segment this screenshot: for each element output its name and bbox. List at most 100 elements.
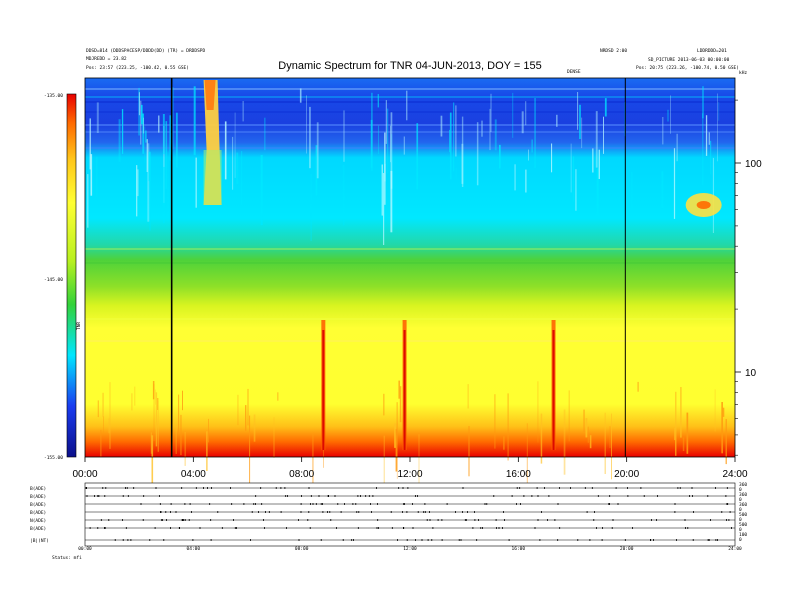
ephemeris-data-dot: [708, 539, 710, 541]
texture-streak: [512, 92, 514, 138]
ephemeris-data-dot: [104, 527, 106, 529]
x-tick-label: 20:00: [614, 469, 639, 480]
header-right-line-1: NRDSD 2:00: [600, 48, 627, 54]
ephemeris-data-dot: [707, 495, 709, 497]
ephemeris-data-dot: [554, 519, 556, 521]
ephemeris-data-dot: [465, 519, 467, 521]
ephemeris-data-dot: [496, 527, 497, 529]
header-right-line-2: LDDRDDD=201: [697, 48, 727, 54]
ephemeris-data-dot: [715, 539, 717, 541]
ephemeris-data-dot: [210, 519, 212, 521]
ephemeris-data-dot: [570, 487, 571, 489]
texture-band: [85, 101, 735, 103]
texture-band: [85, 88, 735, 90]
ephemeris-data-dot: [154, 527, 156, 529]
ephemeris-data-dot: [351, 539, 353, 541]
ephemeris-data-dot: [358, 511, 360, 513]
ephemeris-data-dot: [539, 539, 541, 541]
header-left-line-3: Pos: 23:57 (223.25, -100.42, 0.55 GSE): [86, 65, 189, 71]
texture-streak: [157, 398, 159, 410]
ephemeris-data-dot: [424, 503, 426, 505]
ephemeris-data-dot: [421, 539, 423, 541]
ephemeris-data-dot: [155, 487, 157, 489]
texture-streak: [572, 156, 575, 202]
ephemeris-data-dot: [372, 495, 374, 497]
ephemeris-data-dot: [455, 511, 456, 513]
texture-streak: [163, 126, 165, 203]
ephemeris-data-dot: [328, 495, 329, 497]
x-tick-label: 12:00: [397, 469, 422, 480]
burst-tail: [203, 150, 222, 205]
texture-streak: [556, 114, 558, 127]
ephemeris-data-dot: [327, 495, 329, 497]
spike-inner: [322, 330, 325, 450]
ephemeris-data-dot: [308, 511, 310, 513]
texture-streak: [151, 435, 154, 496]
ephemeris-data-dot: [544, 487, 545, 489]
texture-streak: [149, 156, 151, 231]
ephemeris-data-dot: [188, 519, 190, 521]
ephemeris-data-dot: [181, 519, 183, 521]
texture-streak: [710, 140, 712, 175]
ephemeris-data-dot: [674, 511, 676, 513]
ephemeris-data-dot: [108, 519, 110, 521]
texture-streak: [102, 392, 104, 418]
texture-streak: [264, 117, 266, 151]
texture-streak: [449, 112, 452, 180]
texture-streak: [193, 86, 196, 156]
ephemeris-data-dot: [127, 495, 129, 497]
header-left-line-1: DDSD=814 (DDDSPACESP/DDDD(DD) (TR) = DRD…: [86, 48, 205, 54]
texture-streak: [531, 139, 533, 153]
ephemeris-data-dot: [149, 539, 151, 541]
texture-streak: [670, 95, 671, 134]
ephemeris-data-dot: [175, 511, 177, 513]
texture-streak: [714, 389, 716, 432]
ephemeris-data-dot: [298, 519, 299, 521]
texture-streak: [589, 435, 592, 449]
ephemeris-data-dot: [233, 519, 234, 521]
texture-band: [85, 131, 735, 133]
ephemeris-data-dot: [612, 519, 614, 521]
ephemeris-data-dot: [143, 495, 145, 497]
ephemeris-data-dot: [520, 503, 521, 505]
ephemeris-data-dot: [676, 539, 677, 541]
texture-streak: [721, 402, 723, 454]
texture-streak: [299, 88, 302, 103]
texture-streak: [385, 100, 387, 144]
texture-streak: [390, 125, 391, 163]
ephemeris-data-dot: [415, 495, 416, 497]
ephemeris-data-dot: [165, 511, 167, 513]
spike-inner: [403, 330, 406, 450]
texture-streak: [167, 151, 169, 222]
ephemeris-data-dot: [210, 539, 212, 541]
ephemeris-data-dot: [221, 527, 223, 529]
ephemeris-data-dot: [482, 527, 483, 529]
ephemeris-data-dot: [589, 539, 591, 541]
texture-streak: [371, 92, 373, 171]
ephemeris-data-dot: [170, 527, 171, 529]
ephemeris-right-label: 0: [739, 497, 742, 503]
texture-streak: [490, 93, 492, 132]
ephemeris-rows: [85, 487, 735, 541]
ephemeris-data-dot: [390, 511, 392, 513]
aux-label-dense: DENSE: [567, 69, 581, 75]
ephemeris-row-label: N(ADE): [30, 518, 46, 524]
texture-streak: [103, 416, 104, 433]
texture-streak: [583, 409, 585, 432]
ephemeris-data-dot: [122, 495, 124, 497]
ephemeris-data-dot: [285, 495, 287, 497]
texture-streak: [662, 117, 664, 145]
ephemeris-data-dot: [404, 503, 405, 505]
ephemeris-data-dot: [211, 487, 212, 489]
texture-streak: [141, 104, 143, 125]
texture-streak: [232, 136, 234, 190]
texture-streak: [418, 434, 420, 501]
texture-streak: [631, 171, 633, 211]
texture-streak: [708, 132, 710, 145]
texture-streak: [467, 384, 469, 409]
texture-streak: [245, 405, 247, 431]
ephemeris-footer: Status: mfi: [52, 555, 82, 561]
ephemeris-row-label: |B|(NT): [30, 538, 49, 544]
texture-streak: [468, 426, 470, 477]
